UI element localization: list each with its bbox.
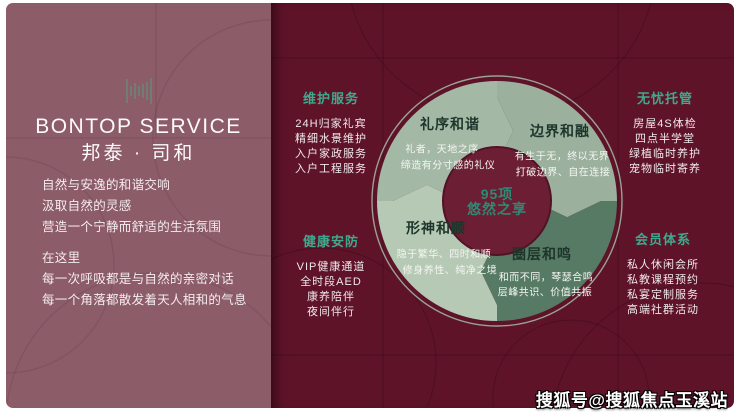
intro-line: 在这里 xyxy=(42,251,81,265)
column-title: 健康安防 xyxy=(302,234,359,249)
column-item: 夜间伴行 xyxy=(307,306,355,318)
column-item: 入户工程服务 xyxy=(295,163,367,175)
wheel-center-circle xyxy=(442,146,552,256)
segment-desc: 隐于繁华、四时和顺 xyxy=(396,249,492,261)
service-wheel-graphic xyxy=(371,75,623,327)
column-title: 无忧托管 xyxy=(636,91,693,106)
service-column-maintenance: 维护服务 24H归家礼宾 精细水景维护 入户家政服务 入户工程服务 xyxy=(266,88,396,177)
column-item: 房屋4S体检 xyxy=(633,118,697,130)
right-panel: 维护服务 24H归家礼宾 精细水景维护 入户家政服务 入户工程服务 无忧托管 房… xyxy=(271,3,734,408)
segment-desc: 修身养性、纯净之境 xyxy=(402,265,498,277)
soundwave-bars-icon xyxy=(6,75,271,107)
brand-title-cn: 邦泰 · 司和 xyxy=(81,143,196,164)
segment-title: 形神和顺 xyxy=(406,220,466,236)
segment-title: 边界和融 xyxy=(530,123,590,139)
segment-desc: 礼者，天地之序 xyxy=(405,144,479,156)
intro-line: 每一个角落都散发着天人相和的气息 xyxy=(42,293,247,307)
left-panel: BONTOP SERVICE 邦泰 · 司和 自然与安逸的和谐交响 汲取自然的灵… xyxy=(6,3,271,408)
column-item: 入户家政服务 xyxy=(295,148,367,160)
column-item: VIP健康通道 xyxy=(296,261,366,273)
brand-title-en: BONTOP SERVICE xyxy=(35,115,242,138)
wheel-center-label: 悠然之享 xyxy=(467,201,527,217)
column-item: 私宴定制服务 xyxy=(627,289,699,301)
intro-line: 汲取自然的灵感 xyxy=(42,199,132,213)
column-item: 私教课程预约 xyxy=(627,274,699,286)
column-item: 24H归家礼宾 xyxy=(295,118,367,130)
wheel-center-count: 95项 xyxy=(480,186,514,202)
column-item: 康养陪伴 xyxy=(307,291,355,303)
column-item: 四点半学堂 xyxy=(635,133,695,145)
column-title: 维护服务 xyxy=(302,91,359,106)
intro-line: 每一次呼吸都是与自然的亲密对话 xyxy=(42,272,235,286)
column-item: 宠物临时寄养 xyxy=(629,163,701,175)
segment-desc: 和而不同，琴瑟合鸣 xyxy=(498,272,594,284)
column-item: 绿植临时养护 xyxy=(629,148,701,160)
service-column-health: 健康安防 VIP健康通道 全时段AED 康养陪伴 夜间伴行 xyxy=(266,231,396,320)
column-title: 会员体系 xyxy=(634,232,691,247)
segment-desc: 有生于无，终以无界 xyxy=(514,151,610,163)
intro-line: 自然与安逸的和谐交响 xyxy=(42,178,171,192)
intro-text: 自然与安逸的和谐交响 汲取自然的灵感 营造一个宁静而舒适的生活氛围 在这里 每一… xyxy=(42,175,247,311)
service-column-trusteeship: 无忧托管 房屋4S体检 四点半学堂 绿植临时养护 宠物临时寄养 xyxy=(600,88,730,177)
segment-title: 圈层和鸣 xyxy=(512,246,572,262)
segment-desc: 打破边界、自在连接 xyxy=(515,167,611,179)
column-item: 高端社群活动 xyxy=(627,304,699,316)
column-item: 私人休闲会所 xyxy=(627,259,699,271)
segment-desc: 层峰共识、价值共振 xyxy=(497,287,593,299)
segment-title: 礼序和谐 xyxy=(420,116,480,132)
wheel-ring xyxy=(371,75,623,327)
segment-desc: 缔造有分寸感的礼仪 xyxy=(400,160,496,172)
service-wheel: 礼序和谐 礼者，天地之序 缔造有分寸感的礼仪 边界和融 有生于无，终以无界 打破… xyxy=(370,74,624,328)
slide: BONTOP SERVICE 邦泰 · 司和 自然与安逸的和谐交响 汲取自然的灵… xyxy=(6,3,734,408)
watermark: 搜狐号@搜狐焦点玉溪站 xyxy=(535,391,728,410)
column-item: 精细水景维护 xyxy=(295,133,367,145)
brand-titles: BONTOP SERVICE 邦泰 · 司和 xyxy=(6,114,271,166)
intro-line: 营造一个宁静而舒适的生活氛围 xyxy=(42,220,222,234)
column-item: 全时段AED xyxy=(300,276,362,288)
service-column-membership: 会员体系 私人休闲会所 私教课程预约 私宴定制服务 高端社群活动 xyxy=(598,229,728,318)
